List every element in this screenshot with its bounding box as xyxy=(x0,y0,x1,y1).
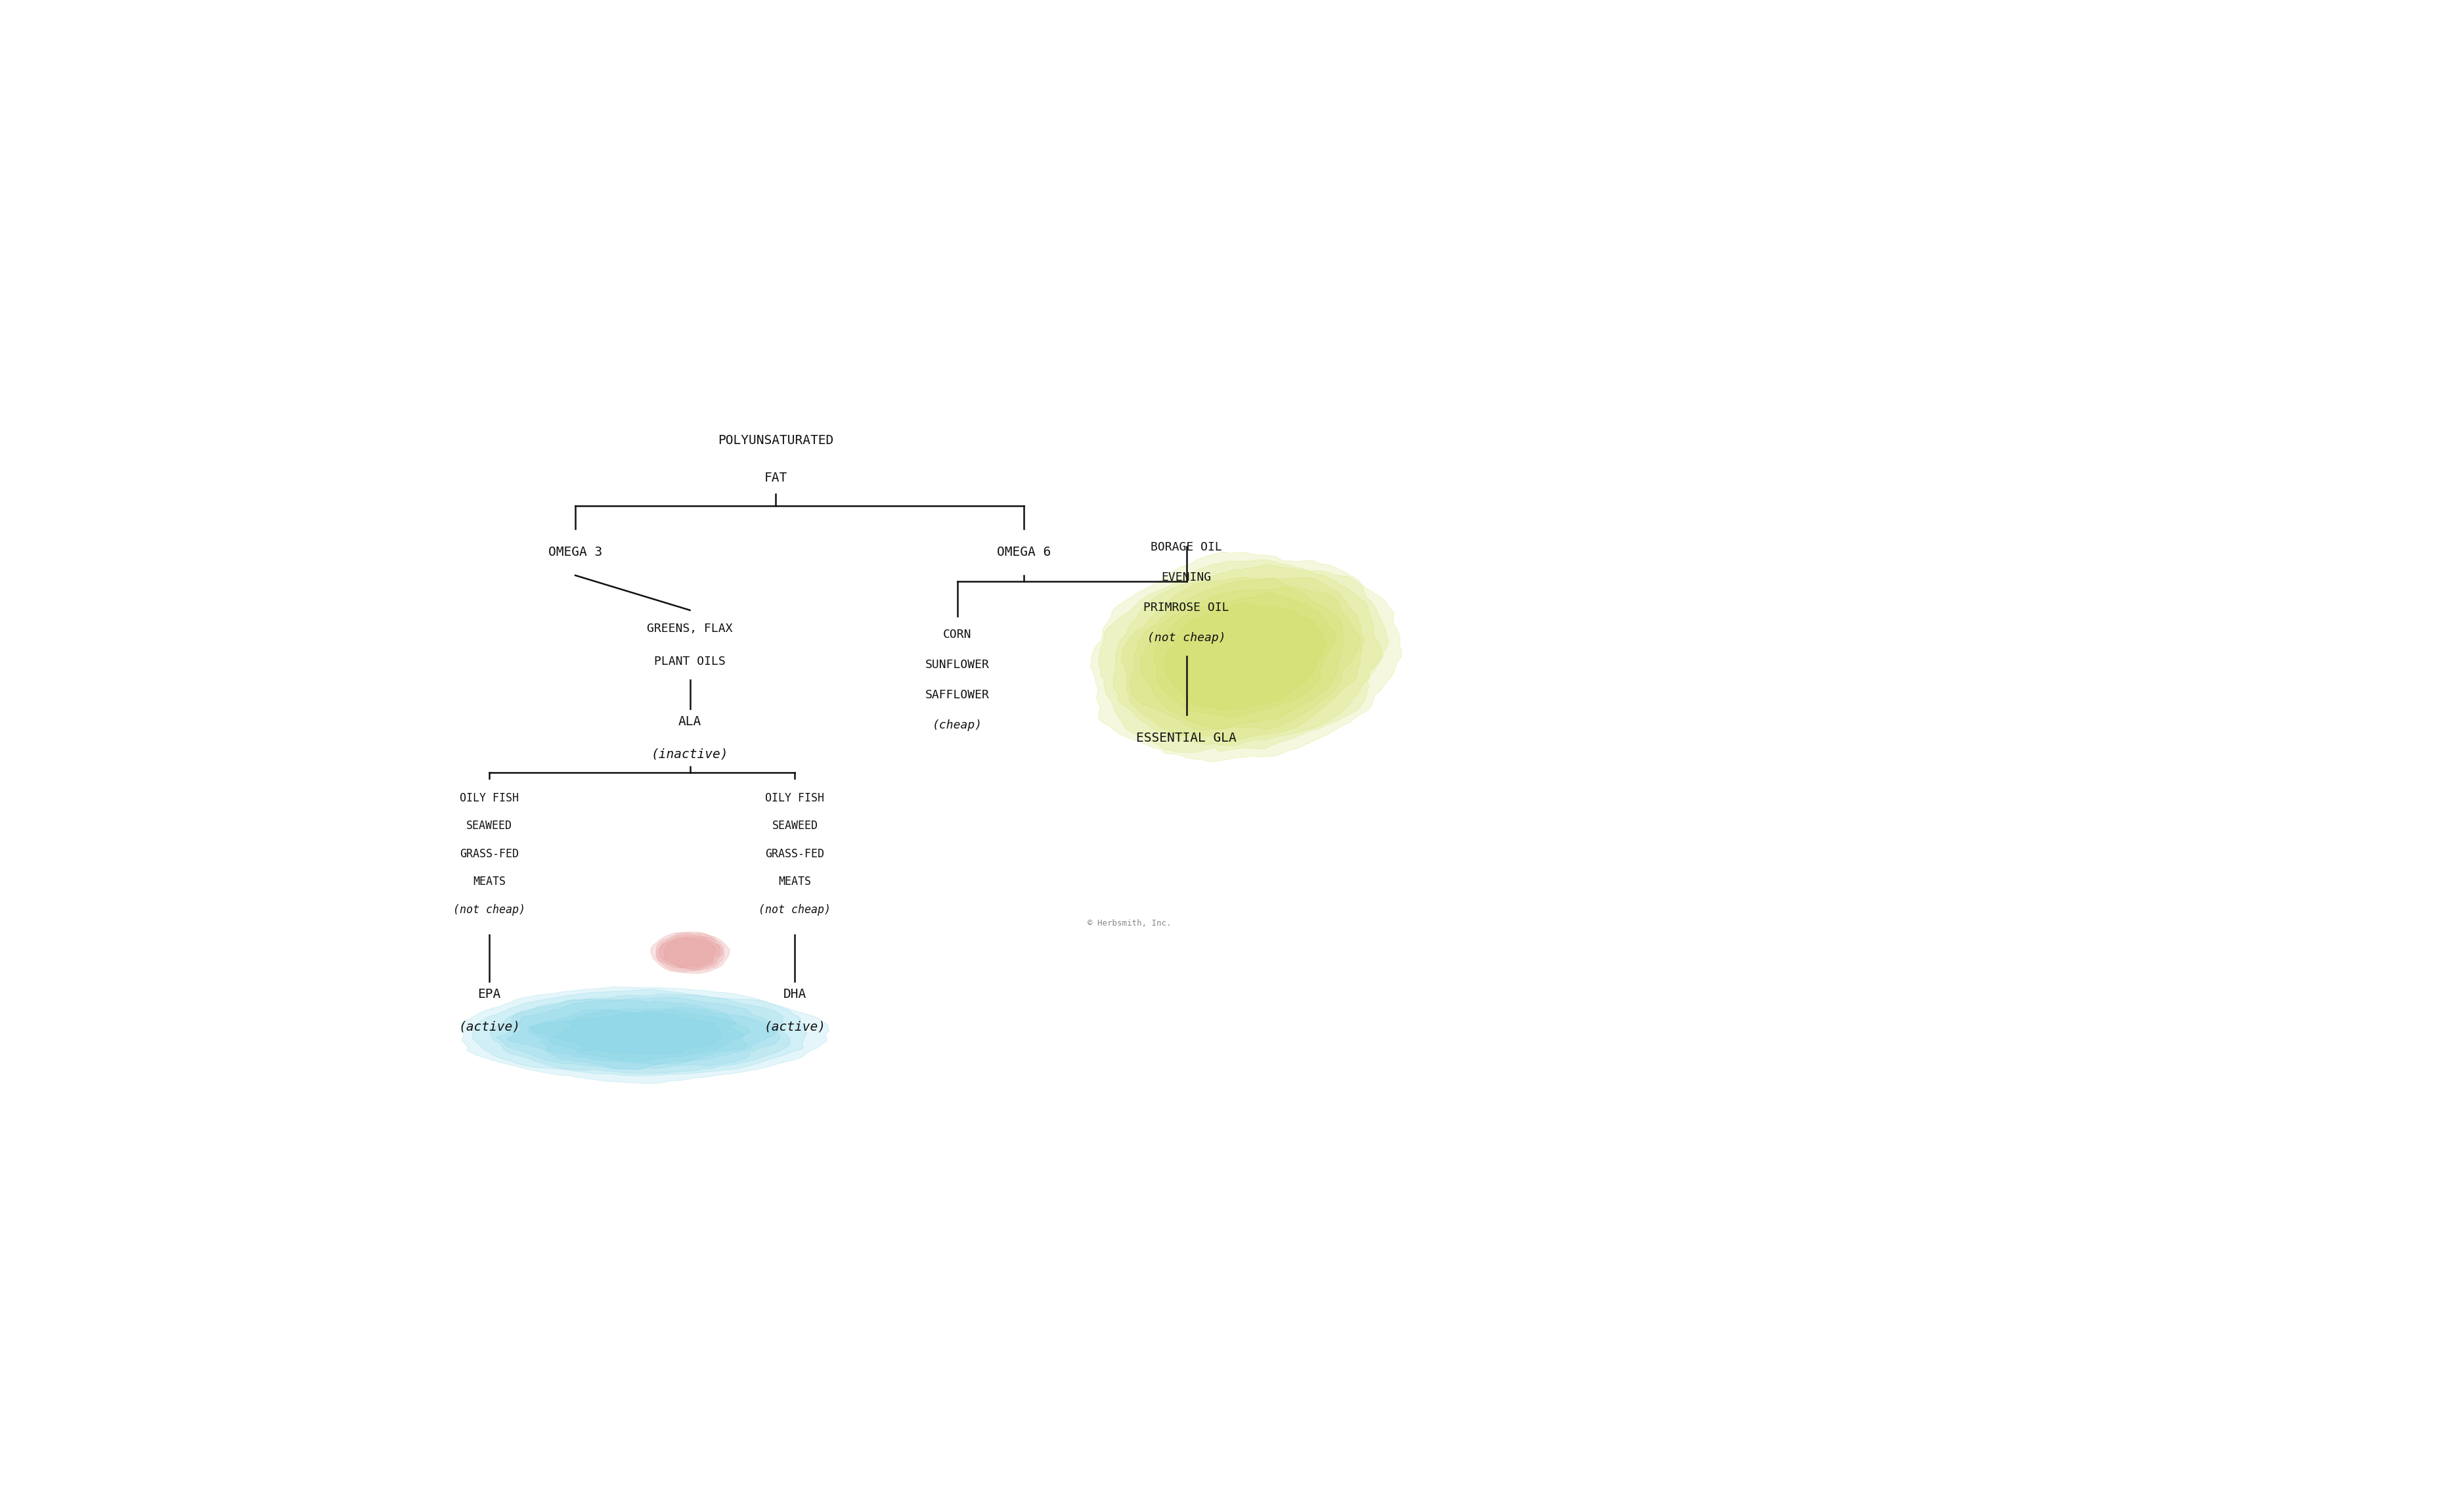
Text: (cheap): (cheap) xyxy=(931,719,983,731)
Polygon shape xyxy=(473,989,806,1076)
Polygon shape xyxy=(508,999,781,1070)
Text: MEATS: MEATS xyxy=(779,876,811,888)
Text: MEATS: MEATS xyxy=(473,876,505,888)
Text: (not cheap): (not cheap) xyxy=(453,904,525,915)
Polygon shape xyxy=(650,931,729,974)
Polygon shape xyxy=(1165,603,1326,710)
Text: PLANT OILS: PLANT OILS xyxy=(655,656,724,668)
Polygon shape xyxy=(490,995,791,1074)
Text: DHA: DHA xyxy=(784,989,806,1001)
Polygon shape xyxy=(658,934,722,971)
Text: FAT: FAT xyxy=(764,472,788,484)
Text: OILY FISH: OILY FISH xyxy=(766,793,825,805)
Text: ESSENTIAL GLA: ESSENTIAL GLA xyxy=(1136,731,1237,744)
Text: GREENS, FLAX: GREENS, FLAX xyxy=(648,622,732,634)
Polygon shape xyxy=(527,1007,752,1064)
Polygon shape xyxy=(554,1011,724,1055)
Polygon shape xyxy=(663,939,717,967)
Polygon shape xyxy=(527,1010,744,1061)
Text: GRASS-FED: GRASS-FED xyxy=(766,848,825,860)
Text: ALA: ALA xyxy=(678,716,702,728)
Text: (not cheap): (not cheap) xyxy=(759,904,830,915)
Text: (not cheap): (not cheap) xyxy=(1148,631,1225,643)
Polygon shape xyxy=(1129,577,1360,731)
Polygon shape xyxy=(660,936,719,969)
Polygon shape xyxy=(1092,552,1402,763)
Text: POLYUNSATURATED: POLYUNSATURATED xyxy=(717,434,833,448)
Text: SEAWEED: SEAWEED xyxy=(466,820,513,832)
Text: EVENING: EVENING xyxy=(1161,571,1212,583)
Text: CORN: CORN xyxy=(944,628,971,640)
Polygon shape xyxy=(1141,588,1345,729)
Polygon shape xyxy=(1114,564,1382,746)
Text: OMEGA 3: OMEGA 3 xyxy=(549,546,601,559)
Polygon shape xyxy=(1099,559,1390,752)
Polygon shape xyxy=(495,998,779,1070)
Text: PRIMROSE OIL: PRIMROSE OIL xyxy=(1143,601,1230,613)
Polygon shape xyxy=(1153,592,1335,717)
Text: BORAGE OIL: BORAGE OIL xyxy=(1151,541,1222,553)
Text: EPA: EPA xyxy=(478,989,500,1001)
Polygon shape xyxy=(1121,577,1365,741)
Text: © Herbsmith, Inc.: © Herbsmith, Inc. xyxy=(1087,919,1170,928)
Text: SAFFLOWER: SAFFLOWER xyxy=(924,689,991,701)
Text: OILY FISH: OILY FISH xyxy=(461,793,520,805)
Text: (active): (active) xyxy=(764,1020,825,1032)
Text: OMEGA 6: OMEGA 6 xyxy=(998,546,1052,559)
Text: SUNFLOWER: SUNFLOWER xyxy=(924,659,991,671)
Polygon shape xyxy=(655,933,724,972)
Text: GRASS-FED: GRASS-FED xyxy=(461,848,520,860)
Polygon shape xyxy=(461,987,828,1084)
Text: (inactive): (inactive) xyxy=(650,747,729,761)
Text: (active): (active) xyxy=(458,1020,520,1032)
Text: SEAWEED: SEAWEED xyxy=(771,820,818,832)
